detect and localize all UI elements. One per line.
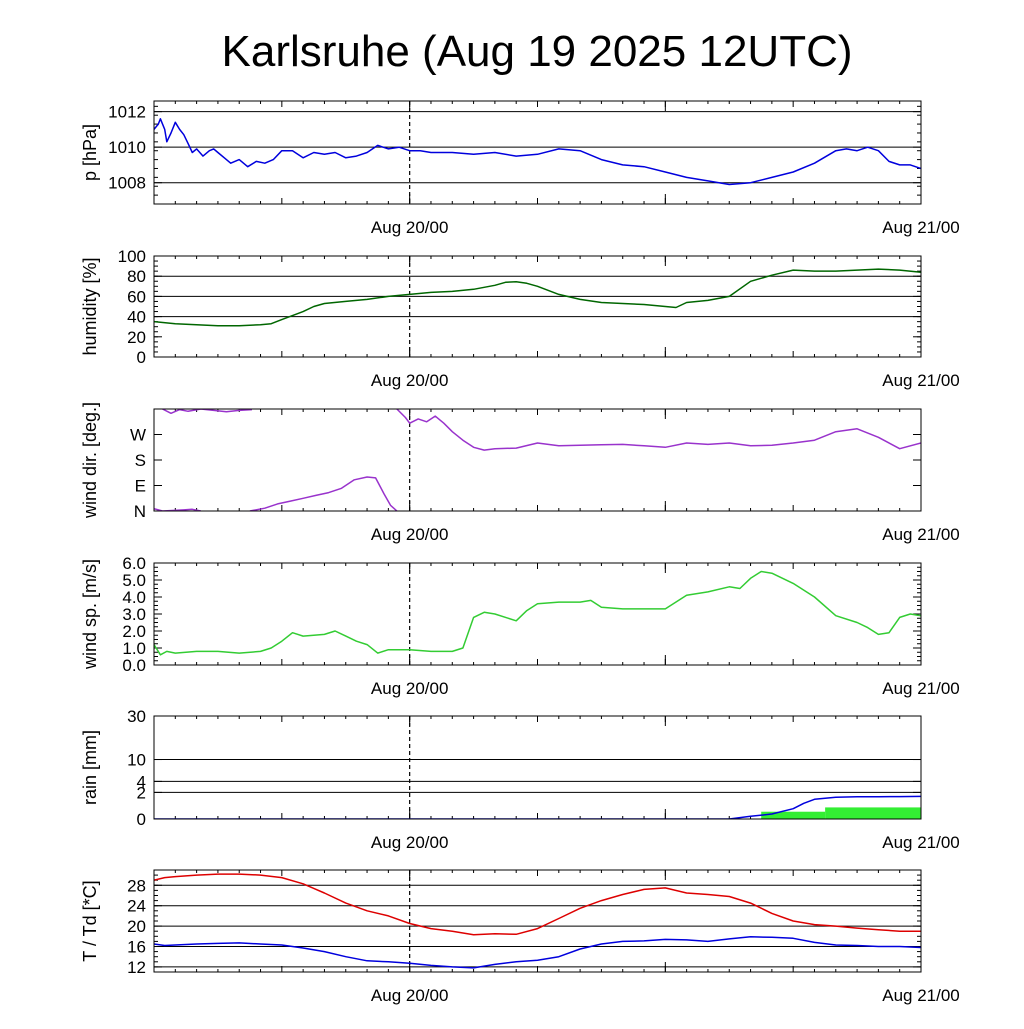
temperature-series-group: [154, 873, 921, 969]
temperature-y-tick-label: 16: [127, 938, 146, 957]
humidity-y-tick-label: 60: [127, 287, 146, 306]
wind-speed-y-tick-label: 6.0: [122, 554, 146, 573]
wind-speed-y-tick-label: 4.0: [122, 588, 146, 607]
pressure-y-tick-label: 1008: [108, 174, 146, 193]
temperature-x-tick-label: Aug 20/00: [371, 986, 449, 1005]
temperature-y-axis-label: T / Td [*C]: [80, 880, 100, 961]
wind-direction-x-tick-label: Aug 21/00: [882, 525, 960, 544]
humidity-y-tick-label: 0: [137, 348, 146, 367]
pressure-series-group: [154, 118, 921, 186]
rain-y-axis-label: rain [mm]: [80, 730, 100, 805]
chart-title: Karlsruhe (Aug 19 2025 12UTC): [222, 27, 853, 76]
wind-direction-y-tick-label: W: [130, 426, 146, 445]
wind-speed-series-line-0: [154, 570, 921, 656]
rain-bar: [825, 807, 921, 819]
rain-y-tick-label: 30: [127, 707, 146, 726]
wind-direction-y-tick-label: N: [134, 502, 146, 521]
humidity-y-tick-label: 80: [127, 267, 146, 286]
temperature-y-tick-label: 28: [127, 876, 146, 895]
wind-direction-series-line-2: [249, 476, 398, 511]
wind-speed-y-axis-label: wind sp. [m/s]: [80, 559, 100, 670]
rain-series-group: [154, 795, 921, 819]
temperature-x-tick-label: Aug 21/00: [882, 986, 960, 1005]
wind-speed-y-tick-label: 3.0: [122, 605, 146, 624]
wind-speed-y-tick-label: 5.0: [122, 571, 146, 590]
temperature-series-line-1: [154, 936, 921, 969]
wind-speed-series-group: [154, 570, 921, 656]
wind-direction-x-tick-label: Aug 20/00: [371, 525, 449, 544]
rain-y-tick-label: 2: [137, 783, 146, 802]
temperature-y-tick-label: 20: [127, 917, 146, 936]
temperature-series-line-0: [154, 873, 921, 936]
rain-y-tick-label: 0: [137, 810, 146, 829]
humidity-y-tick-label: 40: [127, 308, 146, 327]
pressure-x-tick-label: Aug 20/00: [371, 218, 449, 237]
wind-direction-series-line-1: [154, 507, 202, 511]
wind-direction-frame: [153, 408, 922, 512]
pressure-series-line-0: [154, 118, 921, 186]
rain-bar: [761, 811, 826, 819]
temperature-y-tick-label: 12: [127, 958, 146, 977]
wind-speed-y-tick-label: 0.0: [122, 656, 146, 675]
humidity-y-tick-label: 20: [127, 328, 146, 347]
wind-direction-series-group: [154, 409, 921, 511]
rain-y-tick-label: 10: [127, 751, 146, 770]
humidity-series-line-0: [154, 268, 921, 327]
wind-speed-panel: 6.05.04.03.02.01.00.0 wind sp. [m/s] Aug 2…: [80, 554, 960, 698]
wind-speed-y-tick-label: 2.0: [122, 622, 146, 641]
humidity-y-tick-label: 100: [118, 247, 146, 266]
wind-speed-frame: [153, 562, 922, 666]
wind-speed-x-tick-label: Aug 21/00: [882, 679, 960, 698]
pressure-panel: 1012 1010 1008 p [hPa] Aug 20/00 Aug 21/00: [80, 100, 960, 237]
rain-frame: [153, 715, 922, 820]
wind-speed-x-tick-label: Aug 20/00: [371, 679, 449, 698]
humidity-y-axis-label: humidity [%]: [80, 257, 100, 355]
pressure-frame: [153, 100, 922, 205]
pressure-x-tick-label: Aug 21/00: [882, 218, 960, 237]
wind-direction-series-line-3: [396, 409, 921, 451]
rain-x-tick-label: Aug 21/00: [882, 833, 960, 852]
rain-series-line-1: [154, 795, 921, 819]
wind-direction-y-axis-label: wind dir. [deg.]: [80, 402, 100, 519]
pressure-y-tick-label: 1012: [108, 103, 146, 122]
humidity-x-tick-label: Aug 21/00: [882, 371, 960, 390]
wind-direction-y-tick-label: E: [135, 477, 146, 496]
humidity-x-tick-label: Aug 20/00: [371, 371, 449, 390]
temperature-y-tick-label: 24: [127, 897, 146, 916]
temperature-frame: [153, 869, 922, 973]
rain-y-tick-label: 4: [137, 772, 146, 791]
pressure-y-axis-label: p [hPa]: [80, 124, 100, 181]
humidity-series-group: [154, 268, 921, 327]
rain-panel: 30 10 42 0 rain [mm] Aug 20/00 Aug 21/00: [80, 707, 960, 852]
wind-direction-y-tick-label: S: [135, 451, 146, 470]
humidity-frame: [153, 255, 922, 358]
rain-x-tick-label: Aug 20/00: [371, 833, 449, 852]
wind-speed-y-tick-label: 1.0: [122, 639, 146, 658]
pressure-y-tick-label: 1010: [108, 138, 146, 157]
wind-direction-series-line-0: [162, 409, 253, 415]
